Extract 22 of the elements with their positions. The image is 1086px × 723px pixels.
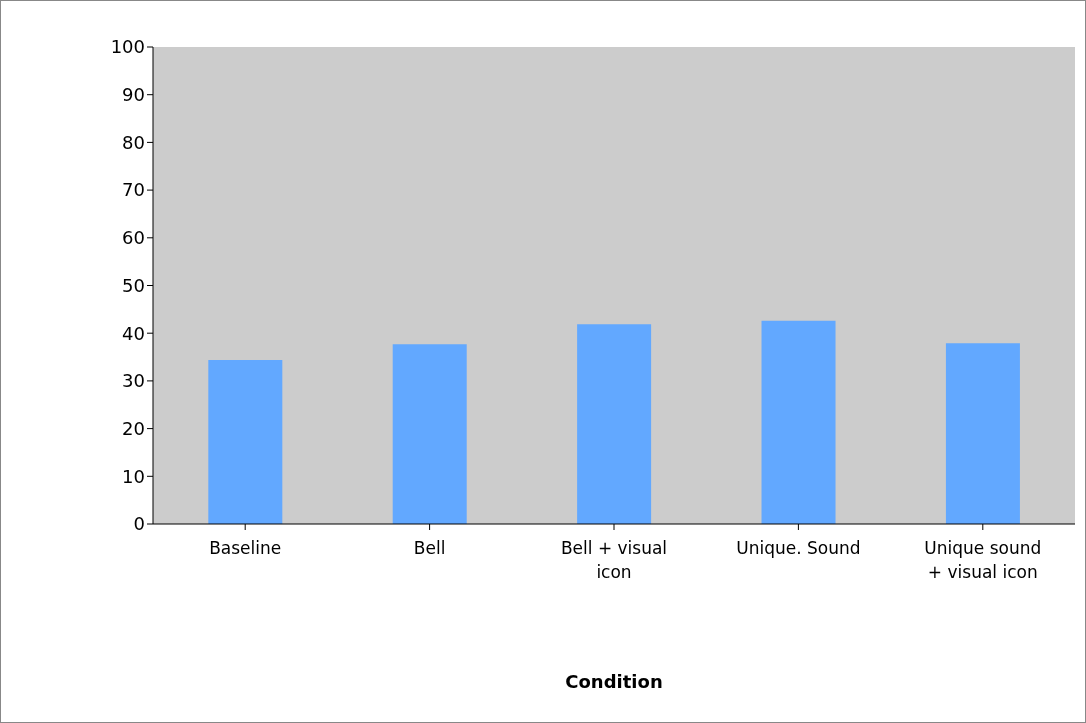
- bar: [392, 344, 467, 524]
- y-tick-label: 70: [122, 179, 145, 201]
- bar: [945, 343, 1020, 524]
- y-tick-label: 20: [122, 417, 145, 439]
- bar: [208, 359, 283, 524]
- x-axis-title: Condition: [565, 671, 663, 692]
- bar: [577, 324, 652, 524]
- bar: [761, 320, 836, 524]
- y-tick-label: 40: [122, 322, 145, 344]
- x-tick-label: Baseline: [209, 538, 282, 558]
- x-tick-label: Bell: [413, 538, 446, 558]
- x-tick-label: Unique sound + visual icon: [924, 538, 1042, 582]
- y-tick-label: 80: [122, 131, 145, 153]
- y-tick-label: 60: [122, 227, 145, 249]
- y-tick-label: 10: [122, 465, 145, 487]
- y-tick-label: 0: [133, 513, 145, 535]
- x-tick-label: Unique. Sound: [736, 538, 861, 558]
- y-tick-label: 50: [122, 274, 145, 296]
- x-tick-label: Bell + visual icon: [560, 538, 668, 582]
- y-tick-label: 30: [122, 370, 145, 392]
- y-tick-label: 90: [122, 84, 145, 106]
- y-tick-label: 100: [110, 36, 145, 58]
